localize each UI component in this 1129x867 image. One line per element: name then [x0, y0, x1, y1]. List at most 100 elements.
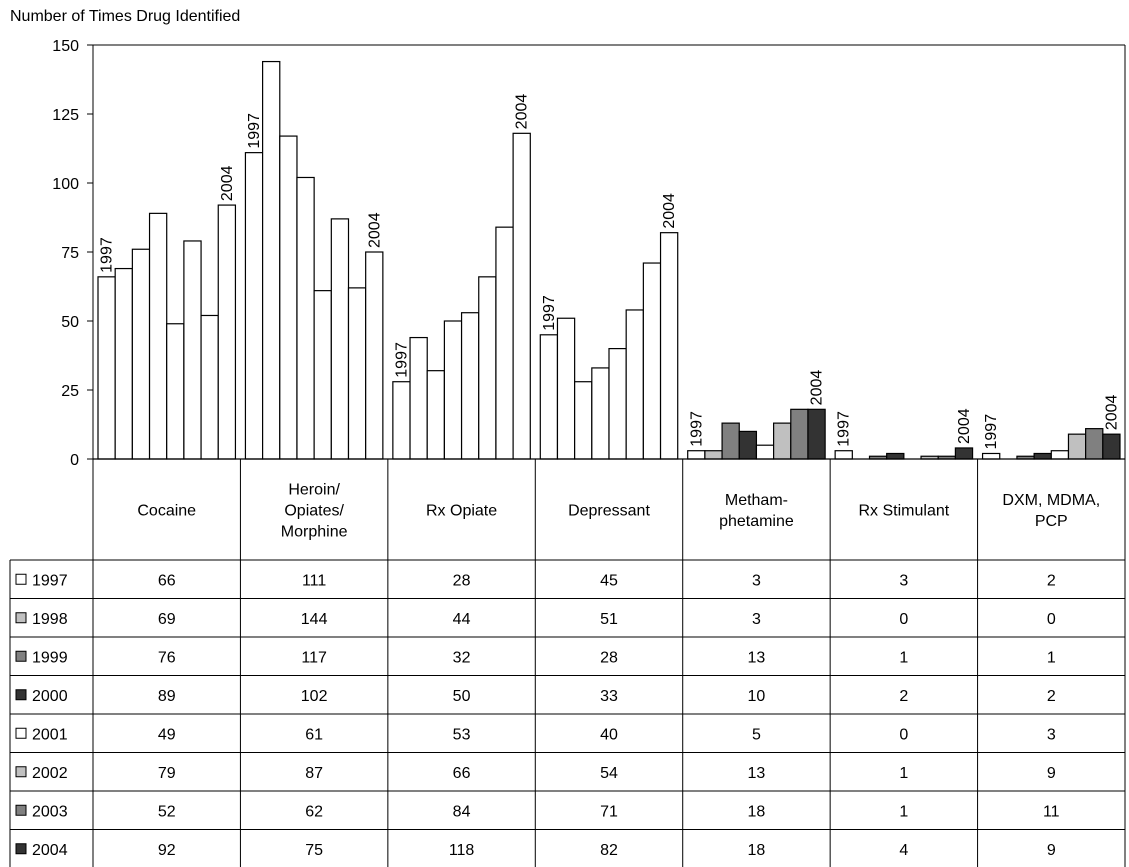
- bar-heroin-opiates-morphine-2002: [330, 218, 350, 460]
- bar-metham-phetamine-2003: [790, 408, 809, 460]
- annotation-last-year-rx-stimulant: 2004: [956, 408, 973, 444]
- bar-cocaine-1997: [97, 276, 116, 460]
- bar-rx-stimulant-1997: [834, 450, 853, 460]
- table-value-2003-rx-opiate: 84: [453, 803, 471, 820]
- legend-label-2003: 2003: [32, 803, 68, 820]
- table-value-1998-rx-stimulant: 0: [899, 611, 908, 628]
- legend-label-2001: 2001: [32, 726, 68, 743]
- bar-dxm-mdma-pcp-2004: [1102, 433, 1121, 460]
- table-value-1998-dxm-mdma-pcp: 0: [1047, 611, 1056, 628]
- table-value-2003-dxm-mdma-pcp: 11: [1043, 803, 1060, 820]
- bar-dxm-mdma-pcp-2002: [1067, 433, 1087, 460]
- category-label-rx-stimulant: Rx Stimulant: [859, 503, 950, 520]
- table-value-2004-cocaine: 92: [158, 842, 176, 859]
- legend-swatch-2001: [15, 727, 27, 739]
- table-value-1999-rx-stimulant: 1: [899, 649, 908, 666]
- bar-rx-opiate-2003: [495, 226, 514, 460]
- bar-dxm-mdma-pcp-2001: [1050, 450, 1070, 460]
- table-value-1997-rx-stimulant: 3: [899, 572, 908, 589]
- table-value-1999-rx-opiate: 32: [453, 649, 471, 666]
- legend-swatch-1997: [15, 573, 27, 585]
- category-label-rx-opiate: Rx Opiate: [426, 503, 497, 520]
- y-tick-label-150: 150: [52, 38, 79, 55]
- annotation-last-year-depressant: 2004: [661, 193, 678, 229]
- table-value-2001-cocaine: 49: [158, 726, 176, 743]
- table-value-1999-cocaine: 76: [158, 649, 176, 666]
- table-value-1998-heroin-opiates-morphine: 144: [301, 611, 328, 628]
- table-value-1998-depressant: 51: [600, 611, 618, 628]
- table-value-1997-heroin-opiates-morphine: 111: [302, 572, 326, 589]
- bar-heroin-opiates-morphine-2000: [296, 176, 315, 460]
- legend-label-1997: 1997: [32, 572, 68, 589]
- bar-depressant-1997: [539, 334, 559, 460]
- table-value-1999-metham-phetamine: 13: [748, 649, 766, 666]
- category-label-metham-phetamine: Metham-phetamine: [719, 492, 794, 530]
- table-value-2001-rx-stimulant: 0: [899, 726, 908, 743]
- bar-cocaine-2004: [217, 204, 237, 460]
- annotation-last-year-metham-phetamine: 2004: [809, 370, 826, 406]
- table-value-2002-depressant: 54: [600, 765, 618, 782]
- table-value-2002-rx-stimulant: 1: [899, 765, 908, 782]
- table-value-2002-cocaine: 79: [158, 765, 176, 782]
- table-value-2003-rx-stimulant: 1: [899, 803, 908, 820]
- table-value-2001-dxm-mdma-pcp: 3: [1047, 726, 1056, 743]
- legend-label-1998: 1998: [32, 611, 68, 628]
- table-value-2003-depressant: 71: [600, 803, 618, 820]
- table-value-2000-cocaine: 89: [158, 688, 176, 705]
- bar-dxm-mdma-pcp-2003: [1085, 428, 1104, 460]
- bar-depressant-1999: [574, 381, 593, 460]
- table-value-1998-rx-opiate: 44: [453, 611, 471, 628]
- bar-depressant-2004: [659, 232, 679, 460]
- table-value-2002-rx-opiate: 66: [453, 765, 471, 782]
- bar-rx-opiate-2000: [443, 320, 463, 460]
- annotation-first-year-metham-phetamine: 1997: [688, 411, 705, 447]
- bar-heroin-opiates-morphine-2001: [313, 290, 332, 460]
- table-value-1997-rx-opiate: 28: [453, 572, 471, 589]
- bar-rx-opiate-1997: [392, 381, 411, 460]
- annotation-last-year-dxm-mdma-pcp: 2004: [1103, 394, 1120, 430]
- table-value-2000-depressant: 33: [600, 688, 618, 705]
- y-tick-label-25: 25: [61, 383, 79, 400]
- table-value-1998-metham-phetamine: 3: [752, 611, 761, 628]
- table-value-2004-depressant: 82: [600, 842, 618, 859]
- bar-cocaine-1998: [114, 267, 133, 460]
- bar-depressant-2002: [625, 309, 644, 460]
- table-value-1999-dxm-mdma-pcp: 1: [1047, 649, 1056, 666]
- bar-metham-phetamine-1999: [721, 422, 740, 460]
- table-value-2003-metham-phetamine: 18: [748, 803, 766, 820]
- category-label-depressant: Depressant: [568, 503, 650, 520]
- bar-rx-opiate-2001: [460, 312, 480, 460]
- bar-metham-phetamine-1997: [687, 450, 706, 460]
- bar-cocaine-2003: [200, 314, 219, 460]
- bar-cocaine-2000: [148, 212, 168, 460]
- y-tick-label-0: 0: [70, 452, 79, 469]
- bar-metham-phetamine-2002: [773, 422, 792, 460]
- bar-rx-opiate-2004: [512, 132, 531, 460]
- table-value-2004-rx-opiate: 118: [449, 842, 475, 859]
- bar-dxm-mdma-pcp-1997: [981, 452, 1001, 460]
- bar-metham-phetamine-1998: [704, 450, 723, 460]
- bar-metham-phetamine-2000: [738, 430, 758, 460]
- table-value-2004-metham-phetamine: 18: [748, 842, 766, 859]
- bar-heroin-opiates-morphine-1998: [262, 60, 281, 460]
- annotation-first-year-depressant: 1997: [541, 295, 558, 331]
- table-value-1999-depressant: 28: [600, 649, 618, 666]
- bar-depressant-2000: [591, 367, 610, 460]
- legend-swatch-2004: [15, 843, 27, 855]
- category-label-dxm-mdma-pcp: DXM, MDMA, PCP: [1002, 492, 1100, 530]
- y-tick-label-100: 100: [52, 176, 79, 193]
- bar-metham-phetamine-2001: [755, 444, 775, 460]
- legend-swatch-2003: [15, 804, 27, 816]
- y-tick-label-75: 75: [61, 245, 79, 262]
- y-axis-title: Number of Times Drug Identified: [10, 8, 240, 25]
- table-value-2001-metham-phetamine: 5: [752, 726, 761, 743]
- table-value-2002-metham-phetamine: 13: [748, 765, 766, 782]
- bar-cocaine-2001: [166, 323, 185, 460]
- bar-rx-stimulant-2000: [886, 452, 905, 460]
- table-value-2004-dxm-mdma-pcp: 9: [1047, 842, 1056, 859]
- legend-label-1999: 1999: [32, 649, 68, 666]
- legend-label-2000: 2000: [32, 688, 68, 705]
- table-value-2001-depressant: 40: [600, 726, 618, 743]
- table-value-2001-heroin-opiates-morphine: 61: [305, 726, 323, 743]
